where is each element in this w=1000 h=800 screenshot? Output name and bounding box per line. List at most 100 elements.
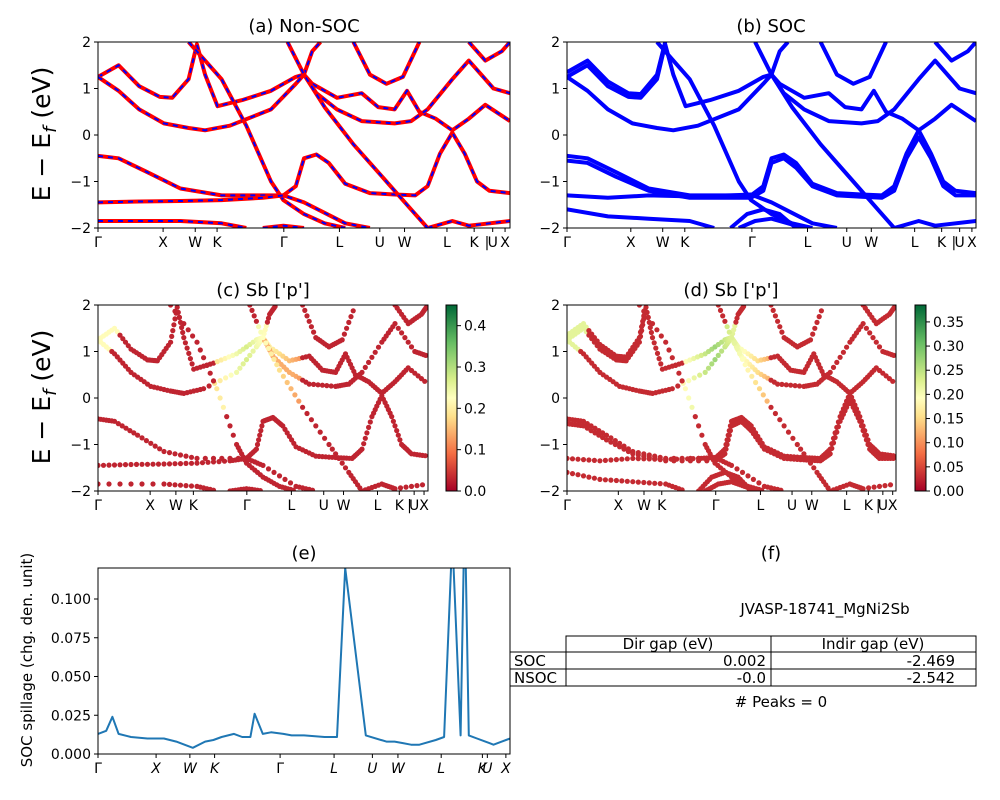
weighted-band-point: [676, 370, 682, 376]
weighted-band-point: [197, 347, 203, 353]
weighted-band-point: [169, 333, 175, 339]
weighted-band-point: [259, 423, 265, 429]
weighted-band-point: [575, 456, 581, 462]
weighted-band-point: [423, 352, 428, 358]
weighted-band-point: [143, 438, 149, 444]
weighted-band-point: [837, 354, 843, 360]
xtick-label: W: [169, 498, 183, 514]
weighted-band-point: [675, 383, 681, 389]
weighted-band-point: [280, 373, 286, 379]
weighted-band-point: [686, 395, 692, 401]
weighted-band-point: [860, 321, 866, 327]
weighted-band-point: [862, 432, 868, 438]
weighted-band-point: [723, 446, 729, 452]
band-line-dashed: [98, 130, 510, 197]
weighted-band-point: [117, 462, 123, 468]
weighted-band-point: [166, 461, 173, 467]
xtick-label: K: [937, 235, 947, 251]
weighted-band-point: [122, 462, 129, 468]
weighted-band-point: [258, 428, 264, 434]
weighted-band-point: [139, 435, 145, 441]
weighted-band-point: [127, 428, 133, 434]
weighted-band-point: [392, 486, 398, 491]
weighted-band-point: [724, 324, 730, 330]
band-line-soc: [567, 207, 715, 228]
weighted-band-point: [635, 452, 641, 458]
row-soc-label: SOC: [514, 652, 546, 670]
weighted-band-point: [119, 423, 125, 429]
weighted-band-point: [133, 461, 140, 467]
weighted-band-point: [779, 329, 785, 335]
weighted-band-point: [135, 432, 141, 438]
weighted-band-point: [717, 307, 724, 313]
weighted-band-point: [131, 430, 137, 436]
weighted-band-point: [217, 395, 223, 401]
weighted-band-point: [395, 325, 401, 331]
weighted-band-point: [844, 344, 850, 350]
xtick-label: X: [158, 235, 168, 251]
weighted-band-point: [311, 381, 317, 387]
weighted-band-point: [194, 339, 200, 345]
weighted-band-point: [871, 484, 877, 490]
weighted-band-point: [304, 410, 310, 417]
weighted-band-point: [749, 373, 755, 379]
xtick-label: X: [500, 235, 510, 251]
weighted-band-point: [122, 339, 129, 345]
weighted-band-point: [403, 484, 409, 490]
weighted-band-point: [152, 443, 158, 449]
header-dir-gap: Dir gap (eV): [623, 635, 714, 653]
weighted-band-point: [282, 476, 288, 482]
weighted-band-point: [333, 451, 339, 457]
colorbar-label: 0.25: [933, 363, 964, 379]
weighted-band-point: [742, 362, 748, 368]
weighted-band-point: [827, 451, 833, 457]
weighted-band-point: [602, 457, 609, 463]
weighted-band-point: [339, 460, 345, 466]
weighted-band-point: [265, 466, 272, 472]
weighted-band-point: [106, 462, 112, 468]
xtick-label: U: [878, 498, 888, 514]
weighted-band-point: [669, 355, 675, 361]
weighted-band-point: [756, 480, 762, 486]
weighted-band-point: [840, 349, 847, 355]
xtick-label: K: [470, 235, 480, 251]
weighted-band-point: [652, 480, 658, 486]
weighted-band-point: [603, 437, 610, 443]
band-line-soc: [933, 42, 976, 63]
weighted-band-point: [115, 421, 121, 427]
weighted-band-point: [649, 321, 656, 327]
weighted-band-point: [111, 462, 118, 468]
weighted-band-point: [737, 351, 743, 357]
xtick-label: X: [888, 498, 898, 514]
xtick-label: L: [911, 235, 919, 251]
colorbar-label: 0.3: [464, 360, 486, 376]
xtick-label: |: [407, 498, 412, 514]
weighted-band-point: [882, 483, 888, 489]
weighted-band-point: [624, 478, 630, 484]
weighted-band-point: [788, 382, 794, 388]
weighted-band-point: [174, 305, 180, 310]
band-line-soc: [818, 42, 888, 86]
weighted-band-point: [651, 340, 657, 346]
weighted-band-point: [308, 324, 314, 330]
weighted-band-point: [777, 324, 783, 330]
weighted-band-point: [117, 481, 123, 487]
weighted-band-point: [201, 386, 207, 392]
colorbar-label: 0.2: [464, 401, 486, 417]
weighted-band-point: [715, 305, 721, 308]
weighted-band-point: [726, 432, 732, 438]
weighted-band-point: [728, 462, 735, 468]
weighted-band-point: [619, 456, 625, 462]
xtick-label: U: [375, 235, 385, 251]
xtick-label: K: [478, 761, 489, 777]
weighted-band-point: [892, 305, 896, 310]
weighted-band-point: [873, 339, 879, 345]
ytick-label: 0.000: [51, 747, 91, 763]
weighted-band-point: [369, 354, 375, 360]
weighted-band-point: [697, 372, 703, 378]
xtick-label: W: [398, 235, 412, 251]
weighted-band-point: [276, 367, 283, 373]
weighted-band-point: [329, 446, 335, 452]
weighted-band-point: [408, 344, 415, 350]
